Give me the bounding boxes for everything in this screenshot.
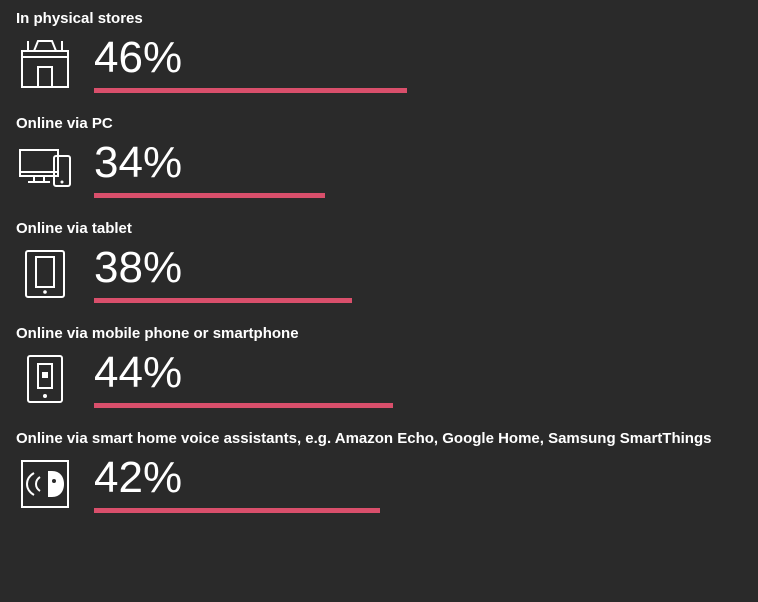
value-bar [94, 403, 393, 408]
item-content: 38% [94, 246, 352, 303]
item-content: 44% [94, 351, 393, 408]
value-bar [94, 298, 352, 303]
chart-item: Online via mobile phone or smartphone 44% [16, 325, 742, 408]
percent-value: 44% [94, 351, 393, 395]
item-label: Online via PC [16, 115, 742, 132]
tablet-icon [16, 245, 74, 303]
item-row: 44% [16, 350, 742, 408]
item-row: 46% [16, 35, 742, 93]
value-bar [94, 508, 380, 513]
percent-value: 34% [94, 141, 325, 185]
item-content: 34% [94, 141, 325, 198]
percent-value: 46% [94, 36, 407, 80]
bar-list: In physical stores46%Online via PC34%Onl… [16, 10, 742, 513]
item-label: In physical stores [16, 10, 742, 27]
pc-icon [16, 140, 74, 198]
item-content: 42% [94, 456, 380, 513]
item-row: 42% [16, 455, 742, 513]
chart-item: Online via PC 34% [16, 115, 742, 198]
voice-icon [16, 455, 74, 513]
chart-item: In physical stores 46% [16, 10, 742, 93]
mobile-icon [16, 350, 74, 408]
item-label: Online via smart home voice assistants, … [16, 430, 742, 447]
chart-item: Online via smart home voice assistants, … [16, 430, 742, 513]
item-row: 34% [16, 140, 742, 198]
item-content: 46% [94, 36, 407, 93]
chart-item: Online via tablet 38% [16, 220, 742, 303]
store-icon [16, 35, 74, 93]
percent-value: 38% [94, 246, 352, 290]
item-label: Online via mobile phone or smartphone [16, 325, 742, 342]
percent-value: 42% [94, 456, 380, 500]
value-bar [94, 193, 325, 198]
value-bar [94, 88, 407, 93]
item-label: Online via tablet [16, 220, 742, 237]
item-row: 38% [16, 245, 742, 303]
